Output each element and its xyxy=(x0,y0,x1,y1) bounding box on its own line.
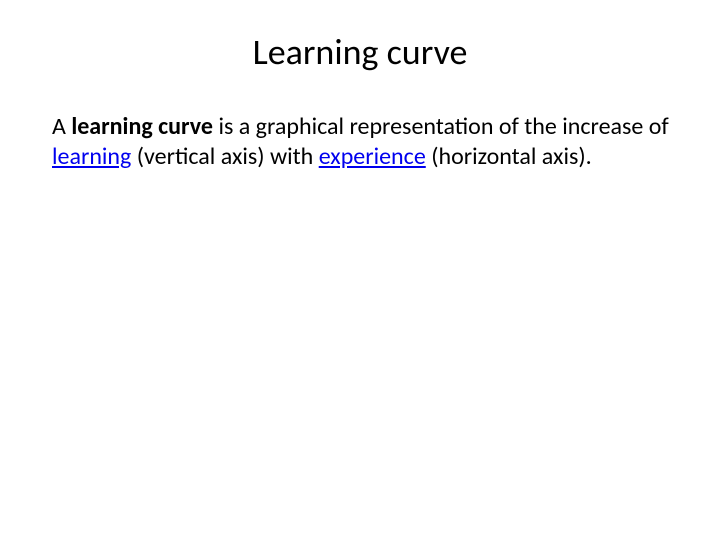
body-suffix: (horizontal axis). xyxy=(426,142,592,171)
body-bold-term: learning curve xyxy=(71,112,213,141)
link-experience[interactable]: experience xyxy=(319,142,426,171)
link-learning[interactable]: learning xyxy=(52,142,131,171)
body-mid2: (vertical axis) with xyxy=(131,142,318,171)
body-prefix: A xyxy=(52,112,71,141)
slide-container: Learning curve A learning curve is a gra… xyxy=(0,0,720,540)
body-mid1: is a graphical representation of the inc… xyxy=(213,112,669,141)
slide-body: A learning curve is a graphical represen… xyxy=(50,112,670,172)
slide-title: Learning curve xyxy=(50,30,670,74)
